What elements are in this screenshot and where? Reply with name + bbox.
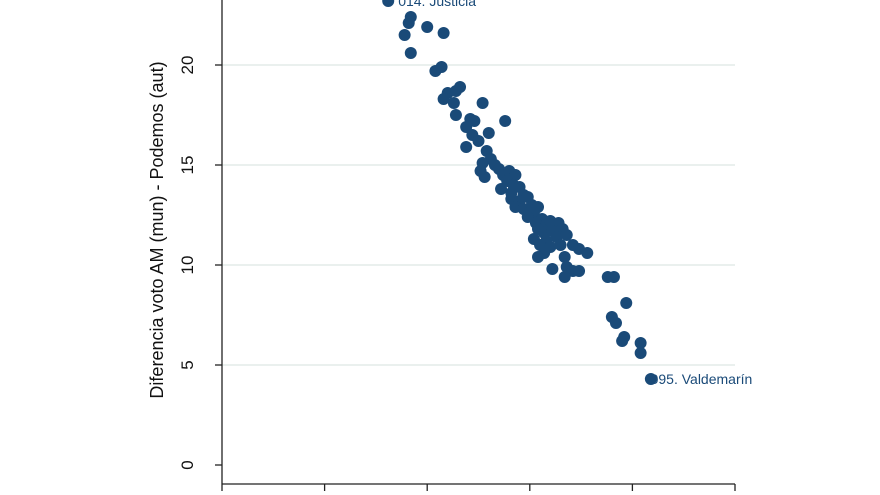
data-point	[472, 135, 485, 147]
data-point	[437, 93, 450, 105]
axes	[215, 0, 736, 491]
data-point	[634, 347, 647, 359]
annotations: 014. Justicia 095. Valdemarín	[398, 0, 752, 387]
y-tick-label: 5	[178, 360, 197, 369]
data-point	[554, 239, 567, 251]
data-point	[644, 373, 657, 385]
data-point	[509, 169, 522, 181]
data-point	[607, 271, 620, 283]
tick-labels: 0 5 10 15 20	[178, 56, 197, 470]
data-point	[521, 211, 534, 223]
data-point	[468, 115, 481, 127]
data-point	[482, 127, 495, 139]
data-point	[499, 115, 512, 127]
data-point	[449, 109, 462, 121]
data-point	[558, 251, 571, 263]
data-point	[495, 183, 508, 195]
y-tick-label: 20	[178, 56, 197, 75]
data-point	[404, 47, 417, 59]
data-points	[382, 0, 657, 385]
data-point	[581, 247, 594, 259]
grid-lines	[222, 64, 735, 366]
y-tick-label: 10	[178, 256, 197, 275]
data-point	[460, 141, 473, 153]
data-point	[476, 97, 489, 109]
data-point	[620, 297, 633, 309]
data-point	[634, 337, 647, 349]
data-point	[447, 97, 460, 109]
data-point	[560, 229, 573, 241]
y-tick-label: 0	[178, 460, 197, 469]
y-tick-label: 15	[178, 156, 197, 175]
point-annotation: 014. Justicia	[398, 0, 476, 9]
data-point	[402, 17, 415, 29]
data-point	[558, 271, 571, 283]
data-point	[435, 61, 448, 73]
data-point	[532, 251, 545, 263]
data-point	[546, 263, 559, 275]
data-point	[382, 0, 395, 7]
data-point	[478, 171, 491, 183]
data-point	[609, 317, 622, 329]
point-annotation: 095. Valdemarín	[651, 371, 753, 387]
data-point	[398, 29, 411, 41]
data-point	[616, 335, 629, 347]
data-point	[421, 21, 434, 33]
data-point	[573, 265, 586, 277]
y-axis-title: Diferencia voto AM (mun) - Podemos (aut)	[147, 61, 167, 398]
data-point	[437, 27, 450, 39]
